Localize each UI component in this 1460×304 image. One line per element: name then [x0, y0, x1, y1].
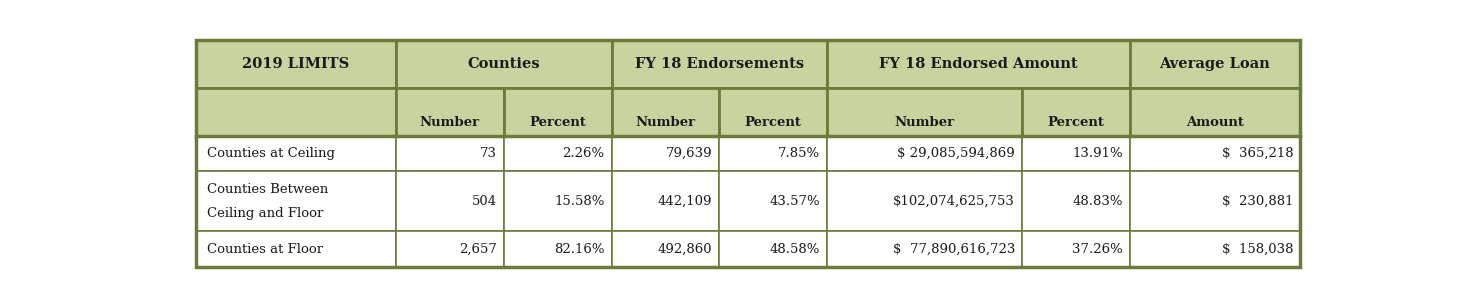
Text: Number: Number	[635, 116, 695, 129]
Bar	[196, 88, 396, 136]
Text: Number: Number	[420, 116, 480, 129]
Text: 82.16%: 82.16%	[555, 243, 604, 256]
Bar	[504, 231, 612, 267]
Text: 504: 504	[472, 195, 496, 208]
Bar	[828, 136, 1022, 171]
Text: 2.26%: 2.26%	[562, 147, 604, 160]
Text: Number: Number	[895, 116, 955, 129]
Text: Average Loan: Average Loan	[1159, 57, 1270, 71]
Text: Amount: Amount	[1186, 116, 1244, 129]
Bar	[1130, 88, 1301, 136]
Bar	[720, 88, 828, 136]
Text: 7.85%: 7.85%	[778, 147, 821, 160]
Bar	[396, 40, 612, 88]
Bar	[396, 88, 504, 136]
Text: 79,639: 79,639	[666, 147, 712, 160]
Bar	[612, 136, 720, 171]
Bar	[504, 171, 612, 231]
Text: 48.58%: 48.58%	[769, 243, 821, 256]
Text: $  77,890,616,723: $ 77,890,616,723	[892, 243, 1015, 256]
Bar	[196, 231, 396, 267]
Bar	[504, 88, 612, 136]
Text: 48.83%: 48.83%	[1072, 195, 1123, 208]
Bar	[196, 171, 396, 231]
Text: $  230,881: $ 230,881	[1222, 195, 1294, 208]
Text: 492,860: 492,860	[658, 243, 712, 256]
Bar	[612, 40, 828, 88]
Bar	[1022, 136, 1130, 171]
Text: $ 29,085,594,869: $ 29,085,594,869	[896, 147, 1015, 160]
Text: FY 18 Endorsed Amount: FY 18 Endorsed Amount	[879, 57, 1077, 71]
Text: 442,109: 442,109	[658, 195, 712, 208]
Text: Percent: Percent	[1047, 116, 1104, 129]
Text: 2,657: 2,657	[458, 243, 496, 256]
Bar	[828, 171, 1022, 231]
Bar	[1130, 40, 1301, 88]
Bar	[396, 231, 504, 267]
Text: Counties at Floor: Counties at Floor	[207, 243, 324, 256]
Text: 15.58%: 15.58%	[555, 195, 604, 208]
Bar	[828, 40, 1130, 88]
Text: 13.91%: 13.91%	[1072, 147, 1123, 160]
Text: $  158,038: $ 158,038	[1222, 243, 1294, 256]
Bar	[196, 136, 396, 171]
Bar	[828, 88, 1022, 136]
Bar	[1022, 88, 1130, 136]
Text: Counties: Counties	[467, 57, 540, 71]
Bar	[1130, 231, 1301, 267]
Bar	[720, 136, 828, 171]
Bar	[612, 231, 720, 267]
Bar	[720, 171, 828, 231]
Bar	[1130, 136, 1301, 171]
Bar	[396, 171, 504, 231]
Bar	[612, 88, 720, 136]
Text: Ceiling and Floor: Ceiling and Floor	[207, 207, 324, 220]
Text: 2019 LIMITS: 2019 LIMITS	[242, 57, 349, 71]
Bar	[504, 136, 612, 171]
Text: 73: 73	[480, 147, 496, 160]
Text: $  365,218: $ 365,218	[1222, 147, 1294, 160]
Text: 37.26%: 37.26%	[1072, 243, 1123, 256]
Text: Counties Between: Counties Between	[207, 183, 328, 196]
Bar	[1130, 171, 1301, 231]
Bar	[396, 136, 504, 171]
Bar	[828, 231, 1022, 267]
Text: $102,074,625,753: $102,074,625,753	[894, 195, 1015, 208]
Bar	[612, 171, 720, 231]
Bar	[720, 231, 828, 267]
Text: Counties at Ceiling: Counties at Ceiling	[207, 147, 336, 160]
Text: 43.57%: 43.57%	[769, 195, 821, 208]
Bar	[1022, 171, 1130, 231]
Text: FY 18 Endorsements: FY 18 Endorsements	[635, 57, 804, 71]
Text: Percent: Percent	[529, 116, 585, 129]
Text: Percent: Percent	[745, 116, 802, 129]
Bar	[1022, 231, 1130, 267]
Bar	[196, 40, 396, 88]
